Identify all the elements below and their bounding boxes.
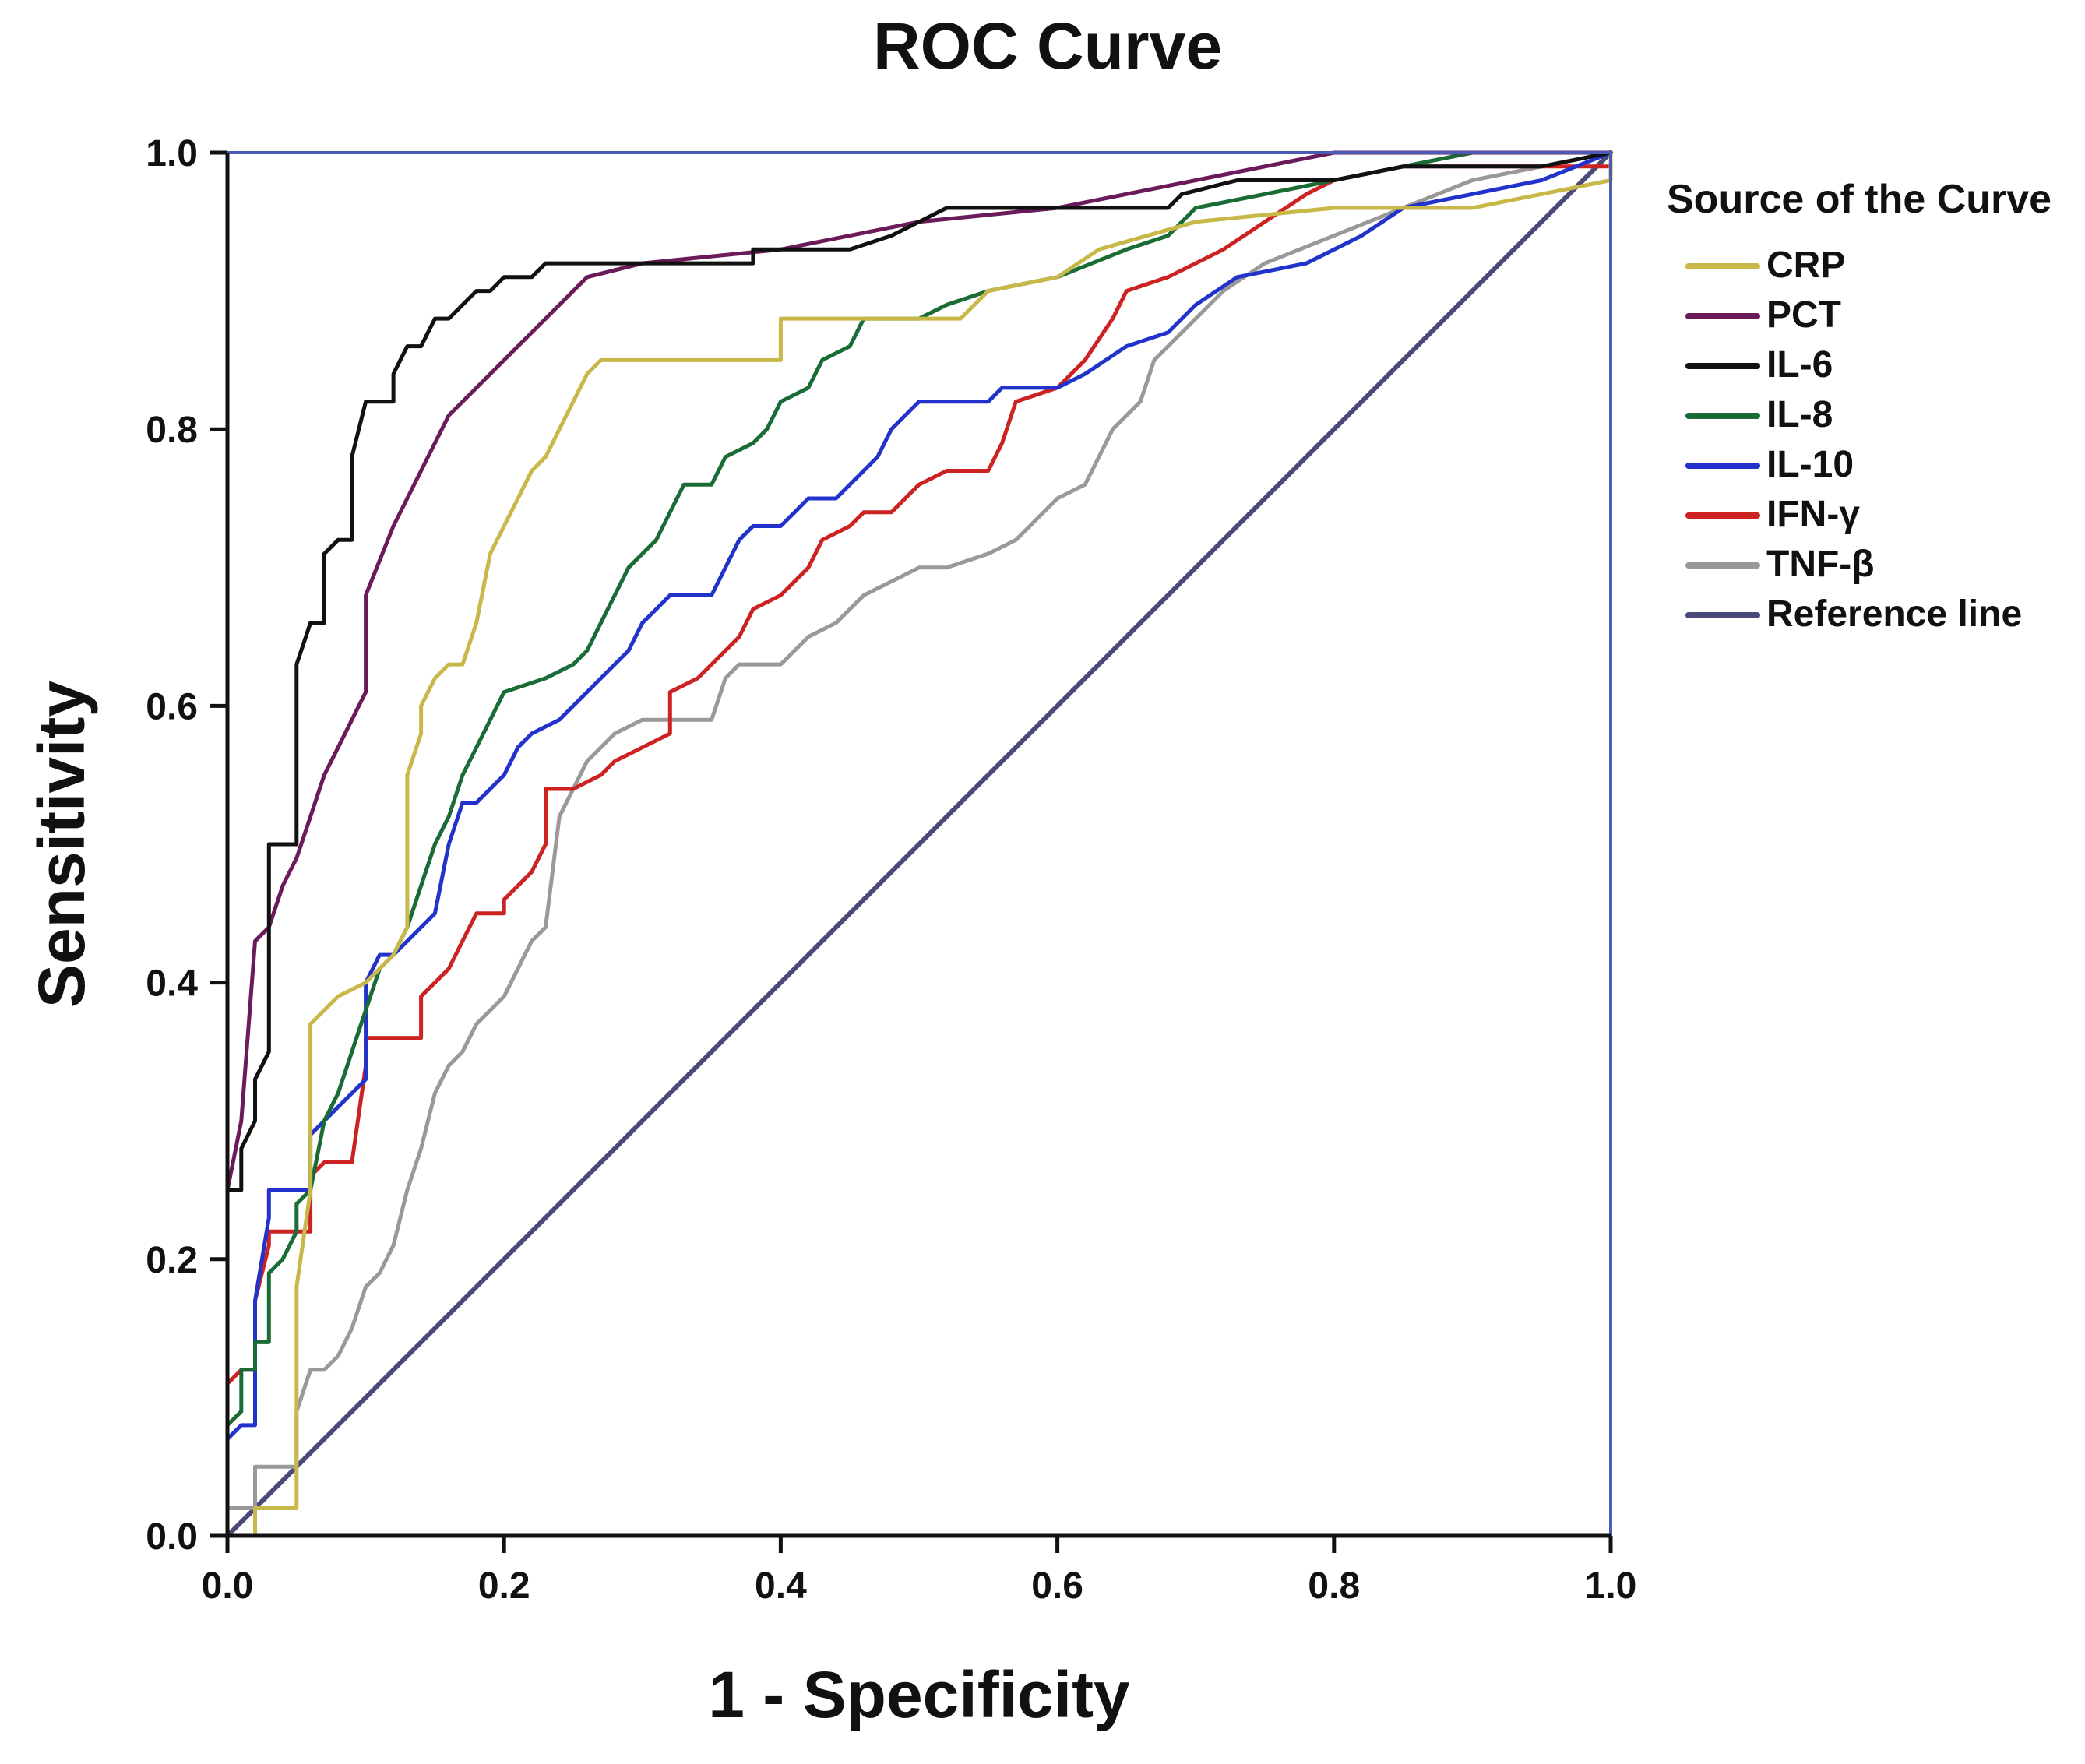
legend-label-il-8: IL-8 <box>1766 394 1833 435</box>
legend-label-il-10: IL-10 <box>1766 444 1854 485</box>
y-tick-label: 0.0 <box>146 1516 198 1558</box>
y-tick-label: 0.8 <box>146 410 198 451</box>
y-tick-label: 0.4 <box>146 963 198 1005</box>
x-axis-title: 1 - Specificity <box>708 1658 1130 1731</box>
curves-layer <box>225 150 1613 1538</box>
y-tick-label: 0.6 <box>146 686 198 727</box>
y-tick-label: 0.2 <box>146 1240 198 1281</box>
series-line-crp <box>225 150 1613 1538</box>
y-axis-title: Sensitivity <box>25 681 98 1008</box>
legend-label-tnf: TNF-β <box>1766 544 1875 585</box>
y-ticks: 0.0 0.2 0.4 0.6 0.8 1.0 <box>146 133 227 1558</box>
x-tick-label: 0.4 <box>755 1565 807 1607</box>
x-ticks: 0.0 0.2 0.4 0.6 0.8 1.0 <box>202 1536 1637 1607</box>
series-line-il-8 <box>225 150 1613 1538</box>
legend-items: CRP PCT IL-6 IL-8 IL-10 IFN-γ TNF-β Reference l… <box>1685 245 2022 635</box>
series-line-pct <box>225 150 1613 1538</box>
chart-title: ROC Curve <box>873 9 1222 83</box>
x-tick-label: 0.6 <box>1031 1565 1083 1607</box>
series-line-tnf <box>225 150 1613 1538</box>
x-tick-label: 0.0 <box>202 1565 254 1607</box>
y-tick-label: 1.0 <box>146 133 198 174</box>
legend-label-pct: PCT <box>1766 294 1841 336</box>
legend: Source of the Curve CRP PCT IL-6 IL-8 IL-10 I… <box>1667 177 2052 635</box>
legend-label-il-6: IL-6 <box>1766 344 1833 386</box>
legend-label-crp: CRP <box>1766 245 1845 286</box>
series-line-ifn <box>225 150 1613 1538</box>
legend-title: Source of the Curve <box>1667 177 2052 222</box>
series-line-reference-line <box>225 150 1613 1538</box>
x-tick-label: 0.8 <box>1308 1565 1360 1607</box>
legend-label-ifn: IFN-γ <box>1766 494 1860 535</box>
series-line-il-6 <box>225 150 1613 1538</box>
x-tick-label: 0.2 <box>478 1565 530 1607</box>
x-tick-label: 1.0 <box>1585 1565 1637 1607</box>
series-line-il-10 <box>225 150 1613 1538</box>
legend-label-reference-line: Reference line <box>1766 593 2022 635</box>
